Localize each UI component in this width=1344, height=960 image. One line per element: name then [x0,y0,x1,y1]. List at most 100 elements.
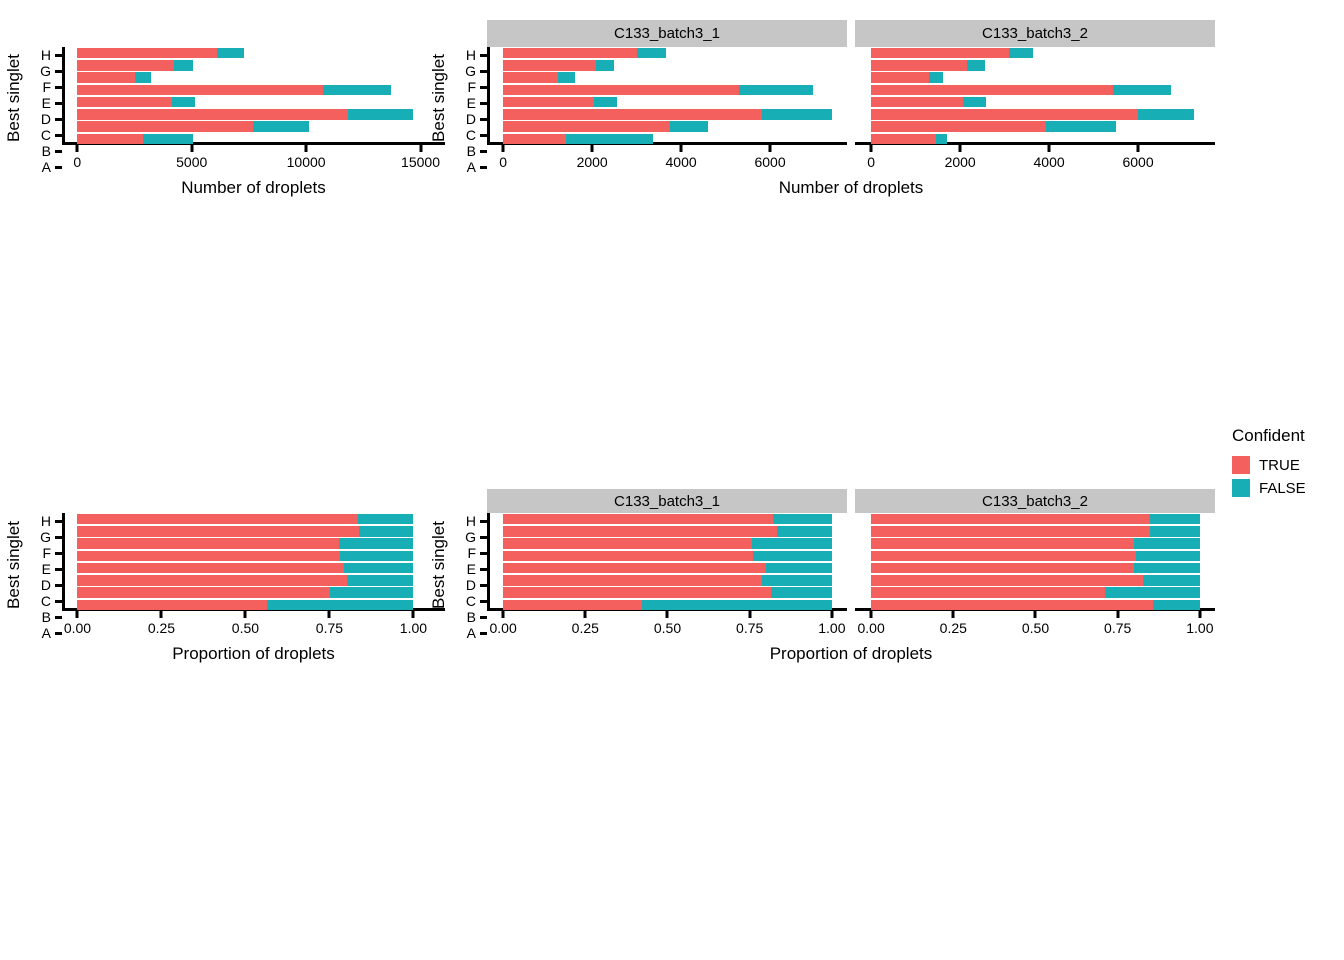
legend-item-false: FALSE [1232,479,1344,497]
bar-segment-false-C [347,109,413,120]
x-tick-mark [304,145,308,152]
y-tick-label: D [40,577,51,593]
y-axis-title-column: Best singlet [425,20,453,175]
y-tick-mark [480,149,487,153]
bar-segment-false-E [738,84,814,96]
panels: C133_batch3_1 0 2000 4000 6000 C133_batch3_2 0… [487,20,1215,175]
y-tick-label: B [41,143,51,159]
y-tick-mark [55,615,62,619]
bar-segment-true-G [77,526,359,537]
y-tick-mark [55,149,62,153]
y-tick-row: B [453,609,487,625]
x-tick-mark [1198,611,1202,618]
panel: C133_batch3_2 0 2000 4000 6000 [855,20,1215,175]
y-tick-row: C [453,127,487,143]
plot-area [62,513,445,611]
y-tick-mark [55,551,62,555]
y-tick-label: C [40,593,51,609]
y-tick-label: E [41,95,51,111]
x-tick-label: 0.50 [653,620,682,636]
bar-segment-false-D [1134,562,1200,574]
bar-segment-false-E [323,84,392,96]
y-tick-mark [55,85,62,89]
x-tick-mark [679,145,683,152]
y-tick-label: B [41,609,51,625]
bar-segment-false-C [1143,575,1200,586]
x-axis-title: Number of droplets [181,178,326,197]
x-axis: 0.00 0.25 0.50 0.75 1.00 [487,611,847,641]
x-tick-label: 0.75 [315,620,344,636]
y-tick-label: B [466,609,476,625]
bar-segment-true-F [871,538,1135,549]
bar-segment-true-A [503,133,567,145]
x-tick-mark [748,611,752,618]
bar-segment-true-C [871,575,1144,586]
bar-segment-true-H [503,513,774,525]
x-tick-label: 0.00 [63,620,92,636]
panel: 0.00 0.25 0.50 0.75 1.00 [62,489,445,641]
bar-segment-false-A [143,133,194,145]
x-axis: 0 2000 4000 6000 [487,145,847,175]
bar-segment-true-B [77,121,254,132]
x-tick-mark [869,145,873,152]
bar-segment-false-E [339,550,414,562]
panels: 0 5000 10000 15000 [62,20,445,175]
bar-segment-true-C [503,109,763,120]
bar-segment-false-A [1152,599,1200,611]
bar-segment-true-E [503,550,753,562]
bar-segment-false-B [1104,587,1200,598]
y-tick-mark [55,567,62,571]
bar-segment-true-D [77,96,172,108]
bar-segment-false-F [1134,538,1200,549]
y-tick-mark [480,117,487,121]
y-axis-title: Best singlet [429,521,448,609]
facet-strip-label: C133_batch3_2 [982,492,1088,510]
y-axis-title-column: Best singlet [0,20,28,175]
y-tick-row: F [453,545,487,561]
bar-segment-false-D [594,96,618,108]
panel: C133_batch3_1 0.00 0.25 0.50 0.75 1.00 [487,489,847,641]
x-tick-mark [243,611,247,618]
bar-segment-false-B [253,121,309,132]
bar-segment-true-G [871,526,1151,537]
y-tick-mark [480,535,487,539]
chart-proportions-by-batch: Best singlet H G F E D C B A C133_batch3_1 0.00 0.2… [425,480,1215,954]
true-color-swatch [1232,456,1250,474]
y-tick-row: B [28,609,62,625]
x-tick-mark [768,145,772,152]
plot-wrap: 0 2000 4000 6000 [855,47,1215,175]
bar-segment-false-E [1113,84,1172,96]
y-axis-line [62,47,65,145]
y-tick-label: D [40,111,51,127]
y-tick-row: C [28,127,62,143]
x-tick-mark [583,611,587,618]
bar-segment-true-H [77,513,358,525]
bar-segment-true-D [503,96,595,108]
x-tick-label: 2000 [944,154,976,170]
bar-segment-true-B [503,121,671,132]
bar-segment-false-D [963,96,987,108]
x-tick-mark [1033,611,1037,618]
y-tick-mark [480,631,487,635]
legend-item-true: TRUE [1232,456,1344,474]
y-tick-mark [480,69,487,73]
bar-segment-true-D [871,96,964,108]
bar-segment-false-B [1045,121,1117,132]
y-tick-row: C [28,593,62,609]
bar-segment-true-E [871,550,1137,562]
facet-strip: C133_batch3_1 [487,489,847,513]
y-tick-mark [480,133,487,137]
x-tick-label: 0.75 [1104,620,1132,636]
bar-segment-false-G [967,60,985,71]
x-axis-line [487,142,847,145]
bar-segment-true-F [503,72,558,83]
chart-counts-combined: Best singlet H G F E D C B A 0 5000 10000 15000 Numbe… [0,0,445,474]
y-axis-title-column: Best singlet [425,489,453,641]
bar-segment-false-H [357,513,414,525]
bar-segment-true-A [77,133,144,145]
chart-body: Best singlet H G F E D C B A 0 5000 10000 15000 [0,20,445,175]
bar-segment-false-B [771,587,832,598]
x-tick-mark [501,611,505,618]
